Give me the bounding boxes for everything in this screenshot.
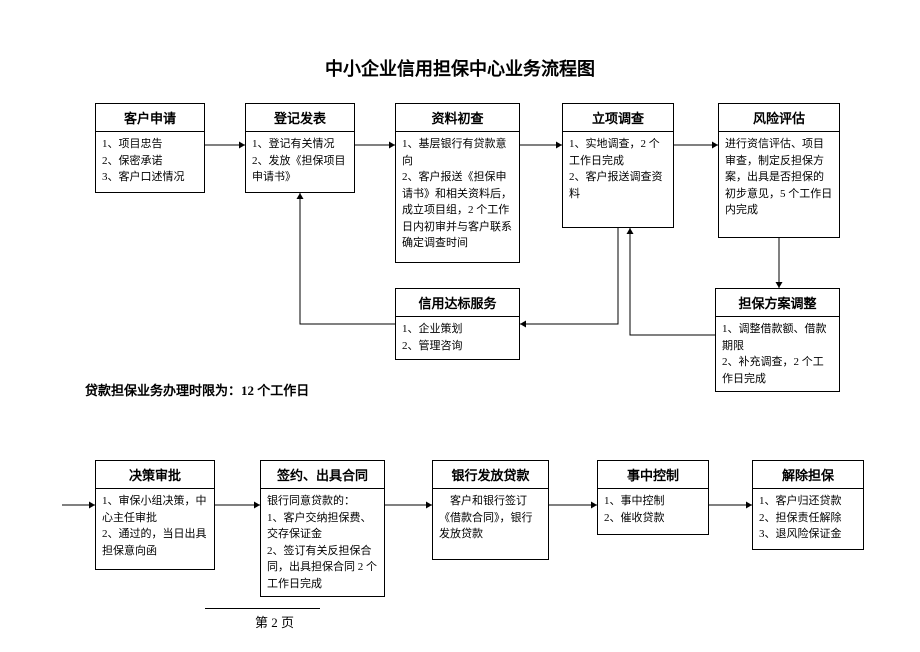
node-n7-body: 1、调整借款额、借款期限2、补充调查，2 个工作日完成 (716, 317, 839, 391)
caption-text: 贷款担保业务办理时限为：12 个工作日 (85, 380, 309, 399)
page-title: 中小企业信用担保中心业务流程图 (0, 55, 920, 81)
node-n2-body: 1、登记有关情况2、发放《担保项目申请书》 (246, 132, 354, 190)
node-n10-body: 客户和银行签订《借款合同》，银行发放贷款 (433, 489, 548, 547)
node-n3-body: 1、基层银行有贷款意向2、客户报送《担保申请书》和相关资料后，成立项目组，2 个… (396, 132, 519, 256)
node-n12: 解除担保1、客户归还贷款2、担保责任解除3、退风险保证金 (752, 460, 864, 550)
node-n8-header: 决策审批 (96, 461, 214, 489)
node-n2-header: 登记发表 (246, 104, 354, 132)
node-n8-body: 1、审保小组决策，中心主任审批2、通过的，当日出具担保意向函 (96, 489, 214, 563)
node-n5-body: 进行资信评估、项目审查，制定反担保方案，出具是否担保的初步意见，5 个工作日内完… (719, 132, 839, 223)
node-n7: 担保方案调整1、调整借款额、借款期限2、补充调查，2 个工作日完成 (715, 288, 840, 392)
node-n6: 信用达标服务1、企业策划2、管理咨询 (395, 288, 520, 360)
node-n5: 风险评估进行资信评估、项目审查，制定反担保方案，出具是否担保的初步意见，5 个工… (718, 103, 840, 238)
node-n6-header: 信用达标服务 (396, 289, 519, 317)
node-n6-body: 1、企业策划2、管理咨询 (396, 317, 519, 358)
node-n10: 银行发放贷款 客户和银行签订《借款合同》，银行发放贷款 (432, 460, 549, 560)
page-number: 第 2 页 (255, 612, 294, 631)
node-n8: 决策审批1、审保小组决策，中心主任审批2、通过的，当日出具担保意向函 (95, 460, 215, 570)
node-n11: 事中控制1、事中控制2、催收贷款 (597, 460, 709, 535)
edge-5 (520, 228, 618, 324)
node-n3-header: 资料初查 (396, 104, 519, 132)
node-n4-body: 1、实地调查，2 个工作日完成2、客户报送调查资料 (563, 132, 673, 206)
node-n12-body: 1、客户归还贷款2、担保责任解除3、退风险保证金 (753, 489, 863, 547)
node-n2: 登记发表1、登记有关情况2、发放《担保项目申请书》 (245, 103, 355, 193)
node-n9-body: 银行同意贷款的：1、客户交纳担保费、交存保证金2、签订有关反担保合同，出具担保合… (261, 489, 384, 596)
node-n9-header: 签约、出具合同 (261, 461, 384, 489)
node-n9: 签约、出具合同银行同意贷款的：1、客户交纳担保费、交存保证金2、签订有关反担保合… (260, 460, 385, 597)
page-rule (205, 608, 320, 609)
edge-7 (630, 228, 715, 335)
node-n1-header: 客户申请 (96, 104, 204, 132)
node-n12-header: 解除担保 (753, 461, 863, 489)
node-n1-body: 1、项目忠告2、保密承诺3、客户口述情况 (96, 132, 204, 190)
node-n1: 客户申请1、项目忠告2、保密承诺3、客户口述情况 (95, 103, 205, 193)
node-n7-header: 担保方案调整 (716, 289, 839, 317)
node-n3: 资料初查1、基层银行有贷款意向2、客户报送《担保申请书》和相关资料后，成立项目组… (395, 103, 520, 263)
edge-4 (300, 193, 395, 324)
node-n4-header: 立项调查 (563, 104, 673, 132)
node-n11-body: 1、事中控制2、催收贷款 (598, 489, 708, 530)
node-n10-header: 银行发放贷款 (433, 461, 548, 489)
node-n4: 立项调查1、实地调查，2 个工作日完成2、客户报送调查资料 (562, 103, 674, 228)
node-n5-header: 风险评估 (719, 104, 839, 132)
node-n11-header: 事中控制 (598, 461, 708, 489)
